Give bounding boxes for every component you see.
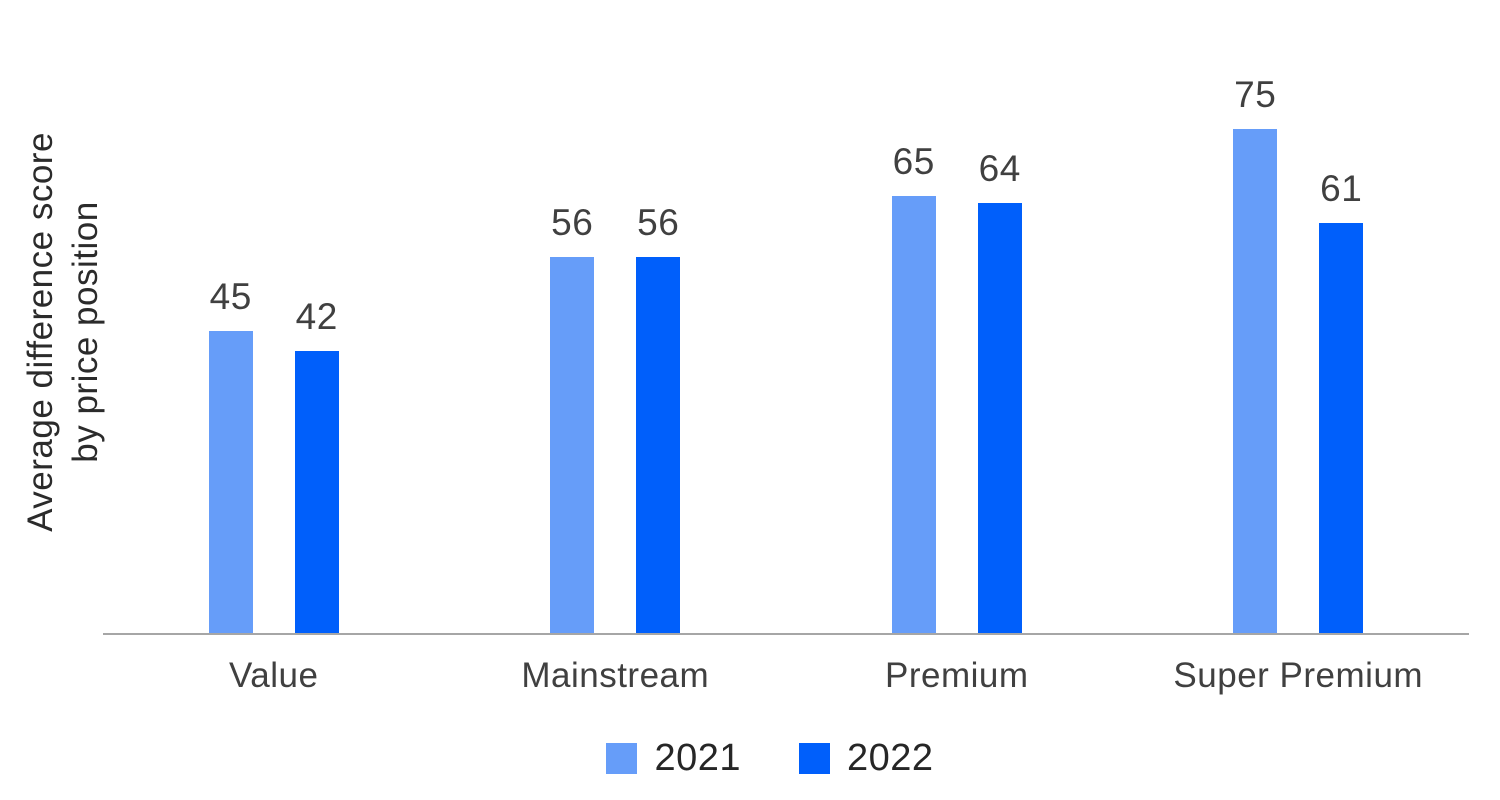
legend: 2021 2022	[0, 737, 1500, 780]
bar-2021-mainstream	[550, 257, 595, 633]
value-label-2021-mainstream: 56	[551, 202, 594, 243]
category-label-mainstream: Mainstream	[521, 656, 710, 695]
category-label-super-premium: Super Premium	[1173, 656, 1424, 695]
value-label-2022-super-premium: 61	[1320, 168, 1363, 209]
bar-2022-mainstream	[636, 257, 681, 633]
value-label-2022-premium: 64	[978, 148, 1021, 189]
bar-2021-premium	[891, 196, 936, 633]
value-label-2021-premium: 65	[892, 141, 935, 182]
legend-swatch-2022	[799, 743, 830, 774]
value-label-2022-mainstream: 56	[637, 202, 680, 243]
legend-label-2022: 2022	[847, 737, 934, 779]
value-label-2022-value: 42	[295, 296, 338, 337]
x-axis-line	[103, 633, 1469, 635]
legend-item-2021: 2021	[606, 737, 741, 780]
category-label-premium: Premium	[884, 656, 1029, 695]
legend-item-2022: 2022	[799, 737, 934, 780]
category-label-value: Value	[229, 656, 319, 695]
value-label-2021-super-premium: 75	[1234, 74, 1277, 115]
bar-2021-value	[208, 331, 253, 633]
bar-2022-premium	[977, 203, 1022, 633]
bar-2022-value	[294, 351, 339, 633]
legend-swatch-2021	[606, 743, 638, 774]
bar-2022-super-premium	[1319, 223, 1364, 633]
bar-2021-super-premium	[1233, 129, 1278, 633]
legend-label-2021: 2021	[654, 737, 741, 779]
value-label-2021-value: 45	[209, 276, 252, 317]
